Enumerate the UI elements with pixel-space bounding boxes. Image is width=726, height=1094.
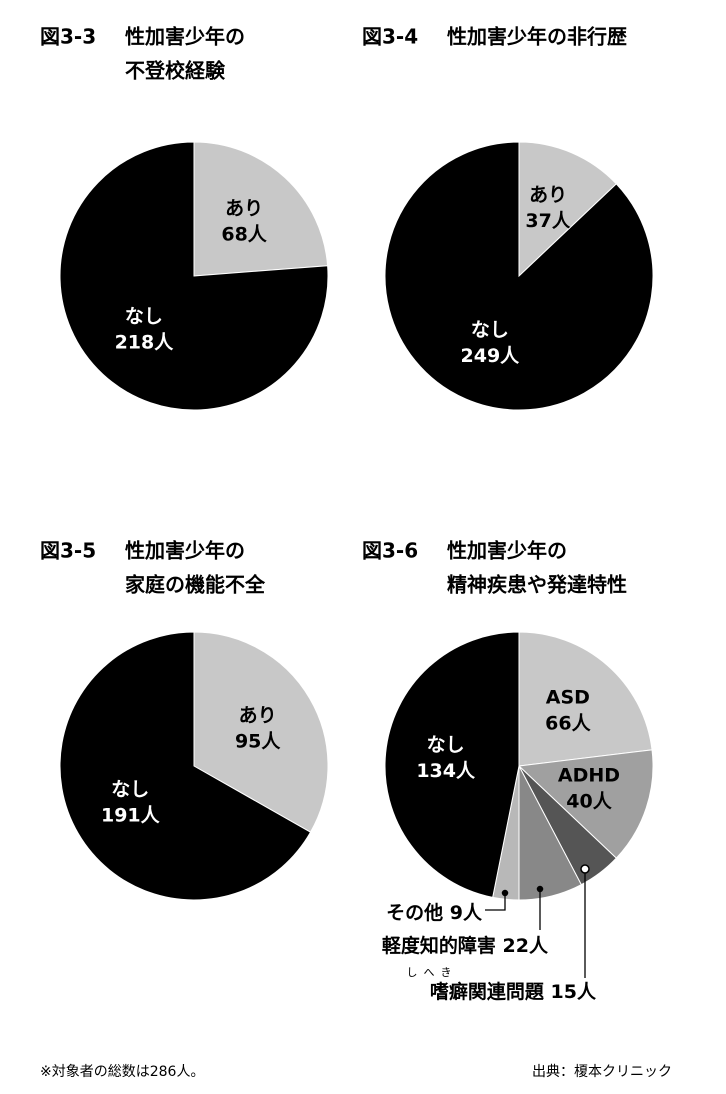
value-label: 37人 (525, 210, 571, 232)
value-label: 22人 (503, 935, 549, 957)
chart-title: 性加害少年の (447, 539, 567, 563)
slice-name: 軽度知的障害 (382, 934, 496, 957)
slice-label: その他 9人 (386, 901, 483, 924)
value-label: 68人 (221, 223, 267, 245)
pie-slice (59, 141, 329, 411)
value-label: 218人 (115, 332, 175, 354)
pie-slice (517, 749, 654, 859)
value-label: 40人 (566, 791, 612, 813)
leader-dot (501, 889, 509, 897)
chart-title: 家庭の機能不全 (125, 573, 266, 597)
slice-name: なし (427, 734, 465, 756)
slice-name: 嗜癖関連問題 (430, 980, 545, 1003)
value-label: 249人 (461, 345, 521, 367)
value-label: 95人 (235, 730, 281, 752)
slice-name: なし (471, 319, 509, 341)
pie-slice (518, 141, 618, 278)
figure-number: 図3-6 (362, 539, 418, 563)
slice-name: あり (239, 704, 277, 726)
chart-title: 性加害少年の (125, 25, 245, 49)
chart-title: 不登校経験 (125, 59, 226, 83)
pie-slice (193, 141, 329, 277)
ruby: しへき (407, 966, 458, 979)
slice-name: なし (125, 306, 163, 328)
chart-title: 性加害少年の非行歴 (447, 25, 627, 49)
slice-label: 軽度知的障害 22人 (382, 934, 549, 957)
value-label: 9人 (450, 902, 483, 924)
leader-dot (580, 864, 590, 874)
slice-name: ADHD (558, 765, 620, 787)
chart-title: 性加害少年の (125, 539, 245, 563)
slice-name: あり (225, 197, 263, 219)
figure-number: 図3-4 (362, 25, 418, 49)
source: 出典：榎本クリニック (532, 1064, 672, 1080)
figure-number: 図3-3 (40, 25, 96, 49)
leader-dot (536, 885, 544, 893)
figure-number: 図3-5 (40, 539, 96, 563)
slice-name: なし (111, 779, 149, 801)
pie-slice (384, 631, 520, 898)
chart-title: 精神疾患や発達特性 (447, 573, 627, 597)
pie-slice (59, 631, 312, 901)
slice-label: 嗜癖関連問題 15人 (430, 980, 597, 1003)
slice-name: その他 (386, 901, 443, 924)
value-label: 15人 (551, 981, 597, 1003)
pie-slice (193, 631, 329, 833)
slice-name: あり (529, 184, 567, 206)
leader-line (485, 893, 506, 911)
value-label: 191人 (101, 805, 161, 827)
value-label: 134人 (416, 760, 476, 782)
pie-slice (518, 631, 653, 767)
footnote: ※対象者の総数は286人。 (40, 1064, 204, 1080)
value-label: 66人 (545, 712, 591, 734)
pie-slice (384, 141, 654, 411)
slice-name: ASD (546, 686, 590, 708)
